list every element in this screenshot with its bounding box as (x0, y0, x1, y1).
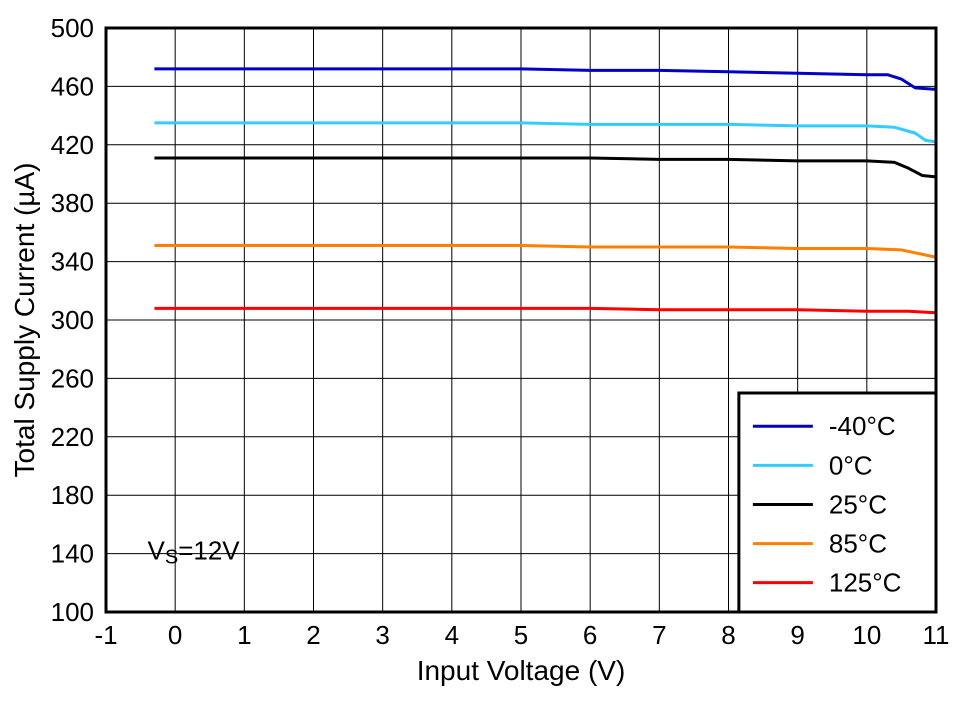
x-tick-label: -1 (94, 620, 117, 650)
y-tick-label: 420 (51, 130, 94, 160)
legend-label: 0°C (829, 450, 873, 480)
legend-label: 125°C (829, 568, 902, 598)
legend-label: 85°C (829, 529, 887, 559)
legend-label: -40°C (829, 411, 896, 441)
x-tick-label: 8 (721, 620, 735, 650)
line-chart: -40°C 0°C 25°C 85°C 125°C -1 0 1 2 3 4 5 6 7 8 9 10 11 100… (0, 0, 956, 701)
legend-label: 25°C (829, 489, 887, 519)
y-tick-label: 100 (51, 597, 94, 627)
x-tick-label: 6 (583, 620, 597, 650)
annotation-vs: VS=12V (148, 535, 241, 568)
y-tick-label: 180 (51, 480, 94, 510)
y-axis-label: Total Supply Current (µA) (9, 163, 40, 478)
chart-container: -40°C 0°C 25°C 85°C 125°C -1 0 1 2 3 4 5 6 7 8 9 10 11 100… (0, 0, 956, 701)
x-tick-label: 2 (306, 620, 320, 650)
x-tick-label: 1 (237, 620, 251, 650)
y-tick-label: 260 (51, 363, 94, 393)
y-tick-label: 140 (51, 539, 94, 569)
y-tick-label: 460 (51, 71, 94, 101)
y-tick-label: 340 (51, 247, 94, 277)
x-tick-label: 0 (168, 620, 182, 650)
x-tick-label: 5 (514, 620, 528, 650)
y-tick-label: 220 (51, 422, 94, 452)
x-axis-label: Input Voltage (V) (417, 655, 626, 686)
x-tick-label: 10 (852, 620, 881, 650)
y-tick-label: 300 (51, 305, 94, 335)
x-tick-label: 9 (790, 620, 804, 650)
y-tick-label: 380 (51, 188, 94, 218)
x-tick-label: 3 (375, 620, 389, 650)
x-tick-label: 4 (445, 620, 459, 650)
x-tick-label: 7 (652, 620, 666, 650)
y-tick-label: 500 (51, 13, 94, 43)
x-tick-label: 11 (923, 620, 950, 650)
